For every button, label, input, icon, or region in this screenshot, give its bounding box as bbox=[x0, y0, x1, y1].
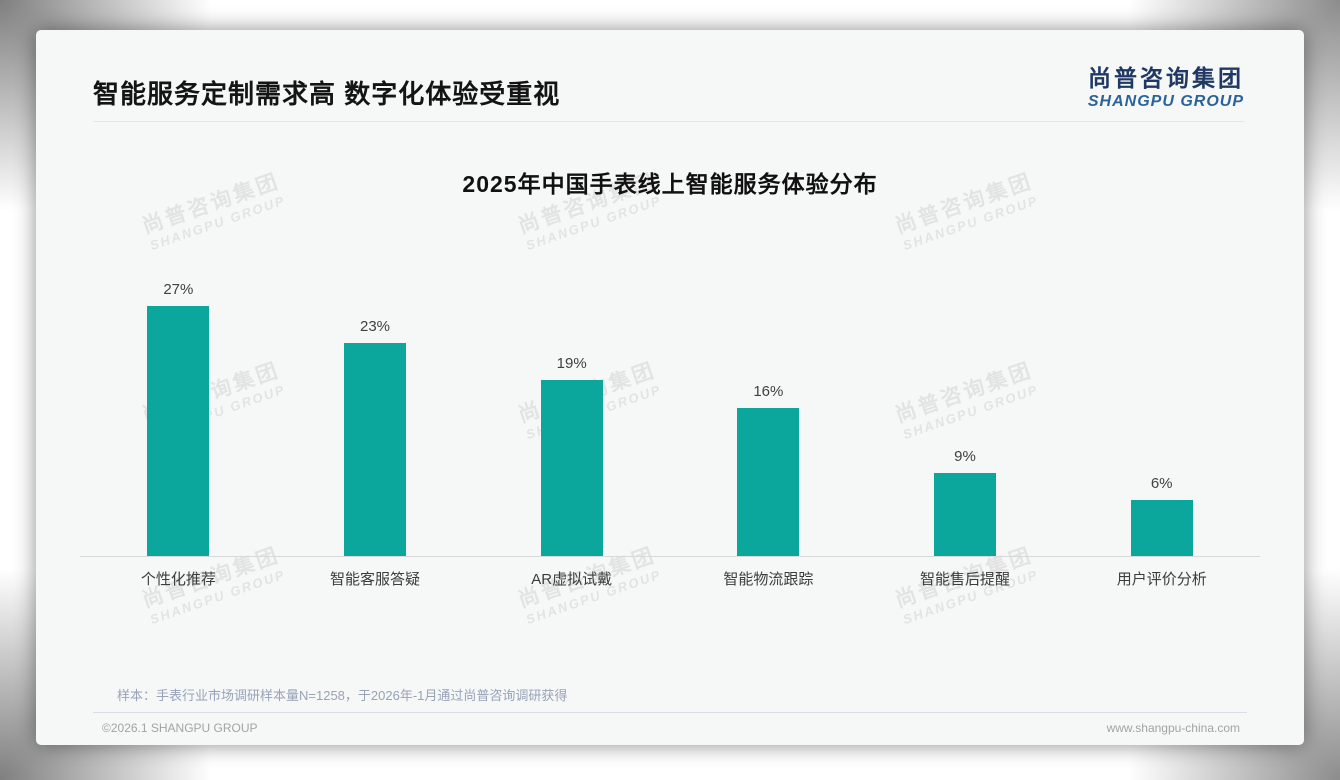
bar bbox=[737, 408, 800, 556]
footer-divider bbox=[93, 712, 1247, 713]
category-label: 个性化推荐 bbox=[140, 571, 216, 588]
bar-value-label: 16% bbox=[753, 383, 784, 400]
website-url: www.shangpu-china.com bbox=[1106, 721, 1240, 735]
bar-column: 9% bbox=[867, 306, 1064, 556]
bar bbox=[344, 343, 406, 556]
sample-note: 样本：手表行业市场调研样本量N=1258，于2026年-1月通过尚普咨询调研获得 bbox=[117, 688, 568, 703]
bar-column: 23% bbox=[277, 306, 474, 556]
copyright-text: ©2026.1 SHANGPU GROUP bbox=[102, 721, 258, 735]
bar-value-label: 6% bbox=[1150, 475, 1173, 492]
bar-column: 27% bbox=[80, 281, 277, 556]
category-label: AR虚拟试戴 bbox=[531, 571, 613, 588]
logo-english-name: SHANGPU GROUP bbox=[1087, 93, 1244, 110]
category-label: 智能客服答疑 bbox=[330, 571, 421, 588]
bar-value-label: 19% bbox=[556, 355, 587, 372]
category-axis: 个性化推荐 智能客服答疑 AR虚拟试戴 智能物流跟踪 智能售后提醒 用户评价分析 bbox=[80, 569, 1260, 590]
slide-card: 尚普咨询集团 SHANGPU GROUP 尚普咨询集团 SHANGPU GROUP 尚普… bbox=[36, 30, 1304, 745]
category-label: 智能售后提醒 bbox=[920, 571, 1011, 588]
bar bbox=[540, 380, 603, 556]
bar-value-label: 23% bbox=[359, 318, 391, 335]
chart-title: 2025年中国手表线上智能服务体验分布 bbox=[462, 171, 878, 197]
bar-column: 6% bbox=[1063, 306, 1260, 556]
slide-footer: ©2026.1 SHANGPU GROUP www.shangpu-china.… bbox=[102, 713, 1240, 737]
company-logo: 尚普咨询集团 SHANGPU GROUP bbox=[1088, 64, 1244, 111]
bar-column: 19% bbox=[473, 306, 670, 556]
category-label: 智能物流跟踪 bbox=[723, 571, 814, 588]
bar bbox=[934, 473, 997, 556]
bar-value-label: 9% bbox=[954, 448, 976, 465]
slide-header: 智能服务定制需求高 数字化体验受重视 尚普咨询集团 SHANGPU GROUP bbox=[93, 30, 1244, 122]
bar-column: 16% bbox=[670, 306, 867, 556]
bar-chart-plot: 27% 23% 19% 16% 9% 6% bbox=[80, 281, 1260, 557]
page-title: 智能服务定制需求高 数字化体验受重视 bbox=[93, 79, 561, 109]
logo-chinese-name: 尚普咨询集团 bbox=[1088, 65, 1244, 91]
bar-value-label: 27% bbox=[163, 281, 194, 298]
category-label: 用户评价分析 bbox=[1116, 571, 1207, 588]
bar bbox=[147, 306, 210, 556]
bar bbox=[1130, 500, 1193, 556]
